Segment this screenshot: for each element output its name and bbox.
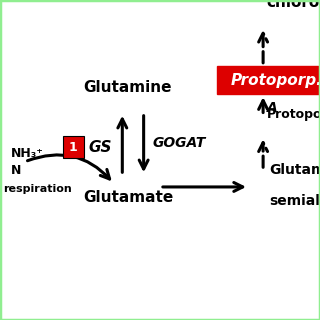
Text: Protoporp…: Protoporp…	[230, 73, 320, 87]
Text: respiration: respiration	[4, 184, 72, 195]
Text: N: N	[11, 164, 21, 177]
Text: NH₃⁺: NH₃⁺	[11, 147, 44, 160]
Text: Glutama-: Glutama-	[269, 163, 320, 177]
Text: 1: 1	[69, 141, 78, 154]
Text: chlorop…: chlorop…	[267, 0, 320, 10]
Text: semialde…: semialde…	[269, 194, 320, 208]
Text: GS: GS	[89, 140, 112, 155]
Text: Protoporphyrin…: Protoporphyrin…	[267, 108, 320, 121]
FancyBboxPatch shape	[63, 136, 84, 158]
Text: A: A	[267, 101, 277, 116]
FancyBboxPatch shape	[217, 66, 320, 94]
Text: GOGAT: GOGAT	[153, 136, 206, 150]
Text: Glutamate: Glutamate	[83, 190, 173, 205]
Text: Glutamine: Glutamine	[84, 80, 172, 95]
